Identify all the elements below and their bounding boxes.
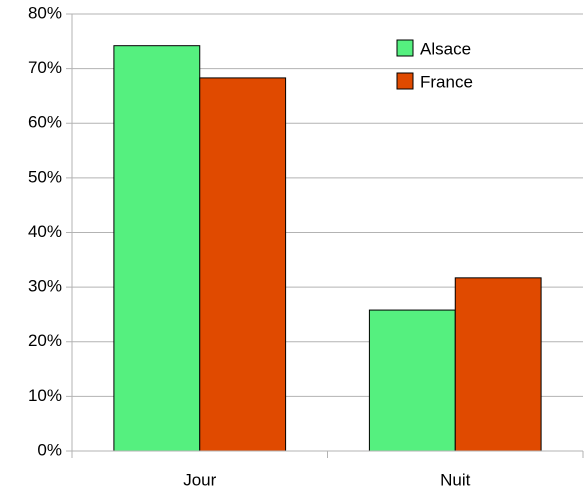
y-tick-label: 20%	[28, 331, 62, 350]
bar	[113, 45, 201, 452]
y-tick-label: 40%	[28, 222, 62, 241]
bar	[199, 77, 287, 452]
y-tick-label: 10%	[28, 386, 62, 405]
y-tick-label: 50%	[28, 167, 62, 186]
x-tick-label: Nuit	[440, 470, 471, 489]
y-tick-label: 80%	[28, 3, 62, 22]
y-tick-label: 60%	[28, 113, 62, 132]
legend-swatch	[396, 39, 414, 57]
legend-label: France	[420, 72, 473, 91]
x-tick-label: Jour	[183, 470, 216, 489]
legend-label: Alsace	[420, 39, 471, 58]
y-tick-label: 70%	[28, 58, 62, 77]
y-tick-label: 0%	[37, 440, 62, 459]
bar	[368, 309, 456, 452]
y-tick-label: 30%	[28, 277, 62, 296]
bar	[454, 277, 542, 452]
legend-swatch	[396, 72, 414, 90]
